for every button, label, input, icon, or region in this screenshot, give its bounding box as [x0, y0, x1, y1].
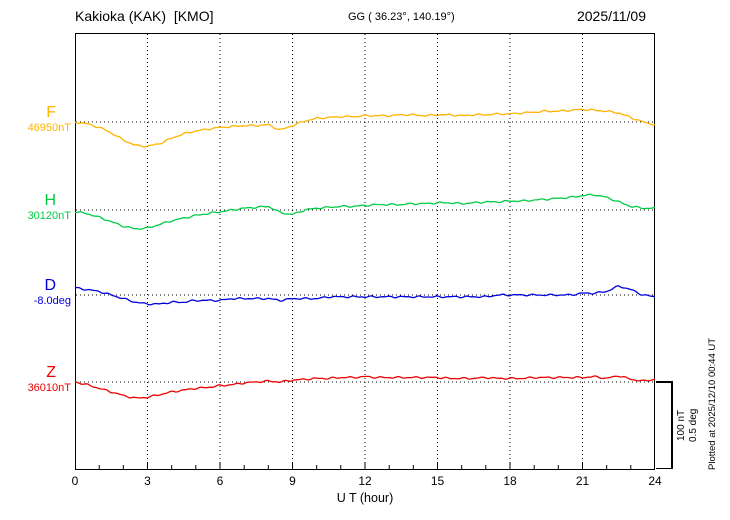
- scale-bar-vertical: [671, 381, 673, 469]
- trace-D: [75, 285, 655, 306]
- x-tick-label: 21: [575, 474, 590, 488]
- trace-letter-H: H: [44, 192, 56, 209]
- x-tick-label: 18: [503, 474, 517, 488]
- plotted-at-timestamp: Plotted at 2025/12/10 00:44 UT: [707, 337, 718, 470]
- station-title: Kakioka (KAK) [KMO]: [75, 8, 214, 24]
- geo-coordinates: GG ( 36.23°, 140.19°): [348, 11, 455, 23]
- trace-Z: [75, 375, 655, 399]
- x-tick-label: 12: [358, 474, 372, 488]
- scale-bar-top-cap: [656, 381, 673, 383]
- x-tick-label: 24: [648, 474, 662, 488]
- x-tick-label: 6: [216, 474, 224, 488]
- trace-label-Z: Z 36010nT: [0, 364, 72, 394]
- trace-baseline-F: 46950nT: [27, 121, 71, 134]
- trace-letter-F: F: [46, 104, 56, 121]
- trace-baseline-Z: 36010nT: [27, 381, 71, 394]
- trace-baseline-D: -8.0deg: [33, 294, 71, 307]
- x-tick-label: 3: [144, 474, 151, 488]
- trace-label-F: F 46950nT: [0, 104, 72, 134]
- trace-label-H: H 30120nT: [0, 192, 72, 222]
- trace-baseline-H: 30120nT: [27, 209, 71, 222]
- x-axis-title: U T (hour): [336, 491, 394, 505]
- scale-bar-label-nt: 100 nT: [676, 409, 687, 441]
- x-tick-label: 0: [71, 474, 79, 488]
- scale-bar-bottom-cap: [656, 467, 673, 469]
- x-tick-label: 9: [289, 474, 296, 488]
- date-label: 2025/11/09: [576, 8, 646, 24]
- trace-label-D: D -8.0deg: [0, 277, 72, 307]
- trace-F: [75, 108, 655, 148]
- scale-bar-label-deg: 0.5 deg: [688, 408, 699, 442]
- trace-letter-Z: Z: [46, 364, 56, 381]
- magnetogram-plot: [75, 33, 655, 470]
- plot-border: [75, 33, 655, 470]
- trace-letter-D: D: [44, 277, 56, 294]
- x-tick-label: 15: [430, 474, 445, 488]
- trace-H: [75, 193, 655, 230]
